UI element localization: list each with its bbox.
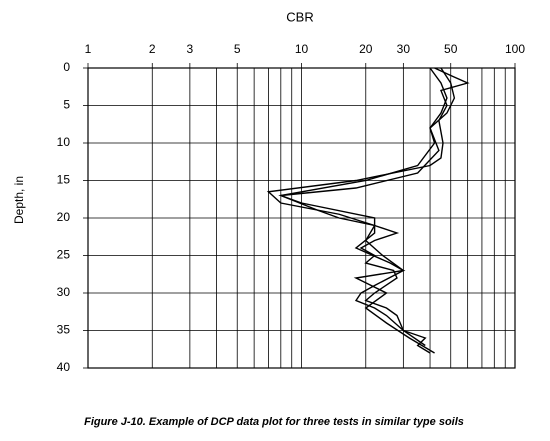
series-line bbox=[278, 67, 448, 347]
x-tick-label: 5 bbox=[234, 42, 241, 56]
y-tick-label: 20 bbox=[57, 210, 71, 224]
y-tick-label: 5 bbox=[63, 98, 70, 112]
y-tick-label: 25 bbox=[57, 248, 71, 262]
series-line bbox=[280, 67, 456, 354]
chart-title: Figure J-10. Example of DCP data plot fo… bbox=[84, 416, 464, 428]
x-tick-label: 100 bbox=[505, 42, 525, 56]
y-tick-label: 40 bbox=[57, 360, 71, 374]
y-tick-label: 35 bbox=[57, 323, 71, 337]
x-tick-label: 3 bbox=[187, 42, 194, 56]
y-axis-label: Depth, in bbox=[12, 176, 26, 224]
y-tick-label: 10 bbox=[57, 135, 71, 149]
y-tick-label: 30 bbox=[57, 285, 71, 299]
x-tick-label: 1 bbox=[85, 42, 92, 56]
x-tick-label: 50 bbox=[444, 42, 458, 56]
y-tick-label: 0 bbox=[63, 60, 70, 74]
x-tick-label: 10 bbox=[295, 42, 309, 56]
x-tick-label: 2 bbox=[149, 42, 156, 56]
x-tick-label: 30 bbox=[397, 42, 411, 56]
y-tick-label: 15 bbox=[57, 173, 71, 187]
series-line bbox=[266, 67, 470, 354]
x-tick-label: 20 bbox=[359, 42, 373, 56]
x-axis-label: CBR bbox=[286, 9, 313, 24]
